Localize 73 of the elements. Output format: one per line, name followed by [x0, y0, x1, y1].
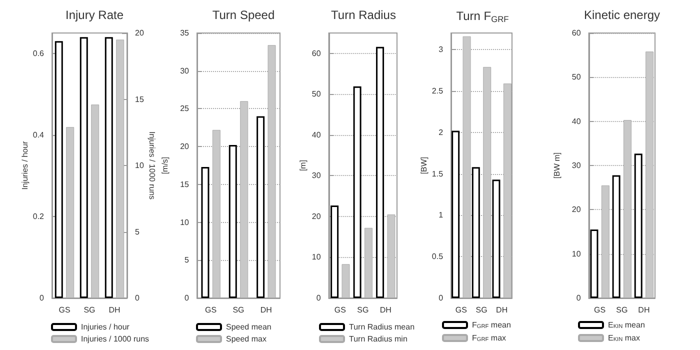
y-tick-label: 2 [438, 128, 444, 137]
y-tick-label: 20 [572, 205, 582, 214]
y-tick-label: 15 [180, 180, 190, 189]
y-axis-title: [m/s] [160, 156, 170, 174]
x-tick-label: SG [232, 306, 244, 314]
legend-label: Speed mean [226, 322, 272, 332]
y2-tick-label: 10 [135, 161, 144, 170]
y-tick-label: 0 [40, 294, 45, 302]
y-tick-label: 60 [572, 28, 582, 38]
x-tick-label: GS [455, 306, 467, 314]
y-tick-label: 20 [180, 142, 190, 152]
legend-label: Turn Radius mean [349, 322, 415, 332]
y-axis-title: Injuries / hour [20, 140, 30, 190]
x-tick-label: GS [334, 306, 346, 314]
y-tick-label: 50 [312, 90, 322, 99]
x-tick-label: GS [594, 306, 606, 314]
chart-title: Kinetic energy [584, 8, 660, 22]
chart-title: Injury Rate [65, 8, 124, 22]
x-tick-label: DH [638, 306, 650, 314]
y-tick-label: 0 [438, 294, 444, 302]
y-tick-label: 0 [316, 294, 322, 302]
x-tick-label: DH [496, 306, 508, 314]
y-tick-label: 40 [312, 130, 322, 140]
y-tick-label: 0.4 [32, 130, 45, 140]
y-tick-label: 30 [572, 161, 582, 170]
x-tick-label: DH [260, 306, 272, 314]
y-tick-label: 30 [312, 171, 322, 180]
y-tick-label: 35 [180, 28, 190, 38]
y-axis-title: [BW] [420, 156, 428, 174]
y-tick-label: 20 [312, 212, 322, 221]
bar [116, 40, 124, 298]
y-axis-title: [m] [298, 160, 308, 172]
bar [91, 104, 100, 298]
y-tick-label: 30 [180, 66, 190, 76]
chart-title: Turn Radius [331, 8, 396, 22]
y2-axis-title: Injuries / 1000 runs [147, 131, 156, 200]
y-tick-label: 0 [184, 294, 190, 302]
y2-tick-label: 15 [135, 94, 144, 104]
y-axis-title: [BW m] [552, 152, 562, 179]
x-tick-label: SG [84, 306, 96, 314]
legend-label: Injuries / 1000 runs [81, 334, 150, 344]
y-tick-label: 50 [572, 72, 582, 82]
legend-label: Injuries / hour [81, 322, 130, 332]
y-tick-label: 60 [312, 48, 322, 58]
bar [66, 127, 74, 298]
x-tick-label: SG [357, 306, 369, 314]
y-tick-label: 1.5 [432, 169, 444, 178]
y2-tick-label: 5 [135, 227, 140, 236]
x-tick-label: SG [616, 306, 628, 314]
y2-tick-label: 0 [135, 294, 140, 302]
x-tick-label: GS [58, 306, 70, 314]
y-tick-label: 0 [576, 294, 582, 302]
y-tick-label: 0.6 [32, 48, 45, 58]
legend-label: Speed max [226, 334, 266, 344]
y-tick-label: 10 [312, 252, 322, 262]
x-tick-label: DH [108, 306, 120, 314]
y-tick-label: 40 [572, 116, 582, 126]
y-tick-label: 0.2 [32, 212, 45, 221]
y-tick-label: 2.5 [432, 86, 444, 96]
y-tick-label: 5 [184, 256, 190, 265]
y-tick-label: 25 [180, 104, 190, 114]
y-tick-label: 1 [438, 210, 444, 220]
chart-title: Turn Speed [212, 8, 275, 22]
legend-label: Turn Radius min [349, 334, 408, 344]
y2-tick-label: 20 [135, 28, 144, 38]
y-tick-label: 0.5 [432, 252, 444, 262]
x-tick-label: SG [476, 306, 488, 314]
x-tick-label: DH [380, 306, 392, 314]
bar [342, 264, 350, 298]
y-tick-label: 10 [572, 249, 582, 258]
y-tick-label: 10 [180, 218, 190, 227]
x-tick-label: GS [205, 306, 217, 314]
y-tick-label: 3 [438, 45, 444, 54]
